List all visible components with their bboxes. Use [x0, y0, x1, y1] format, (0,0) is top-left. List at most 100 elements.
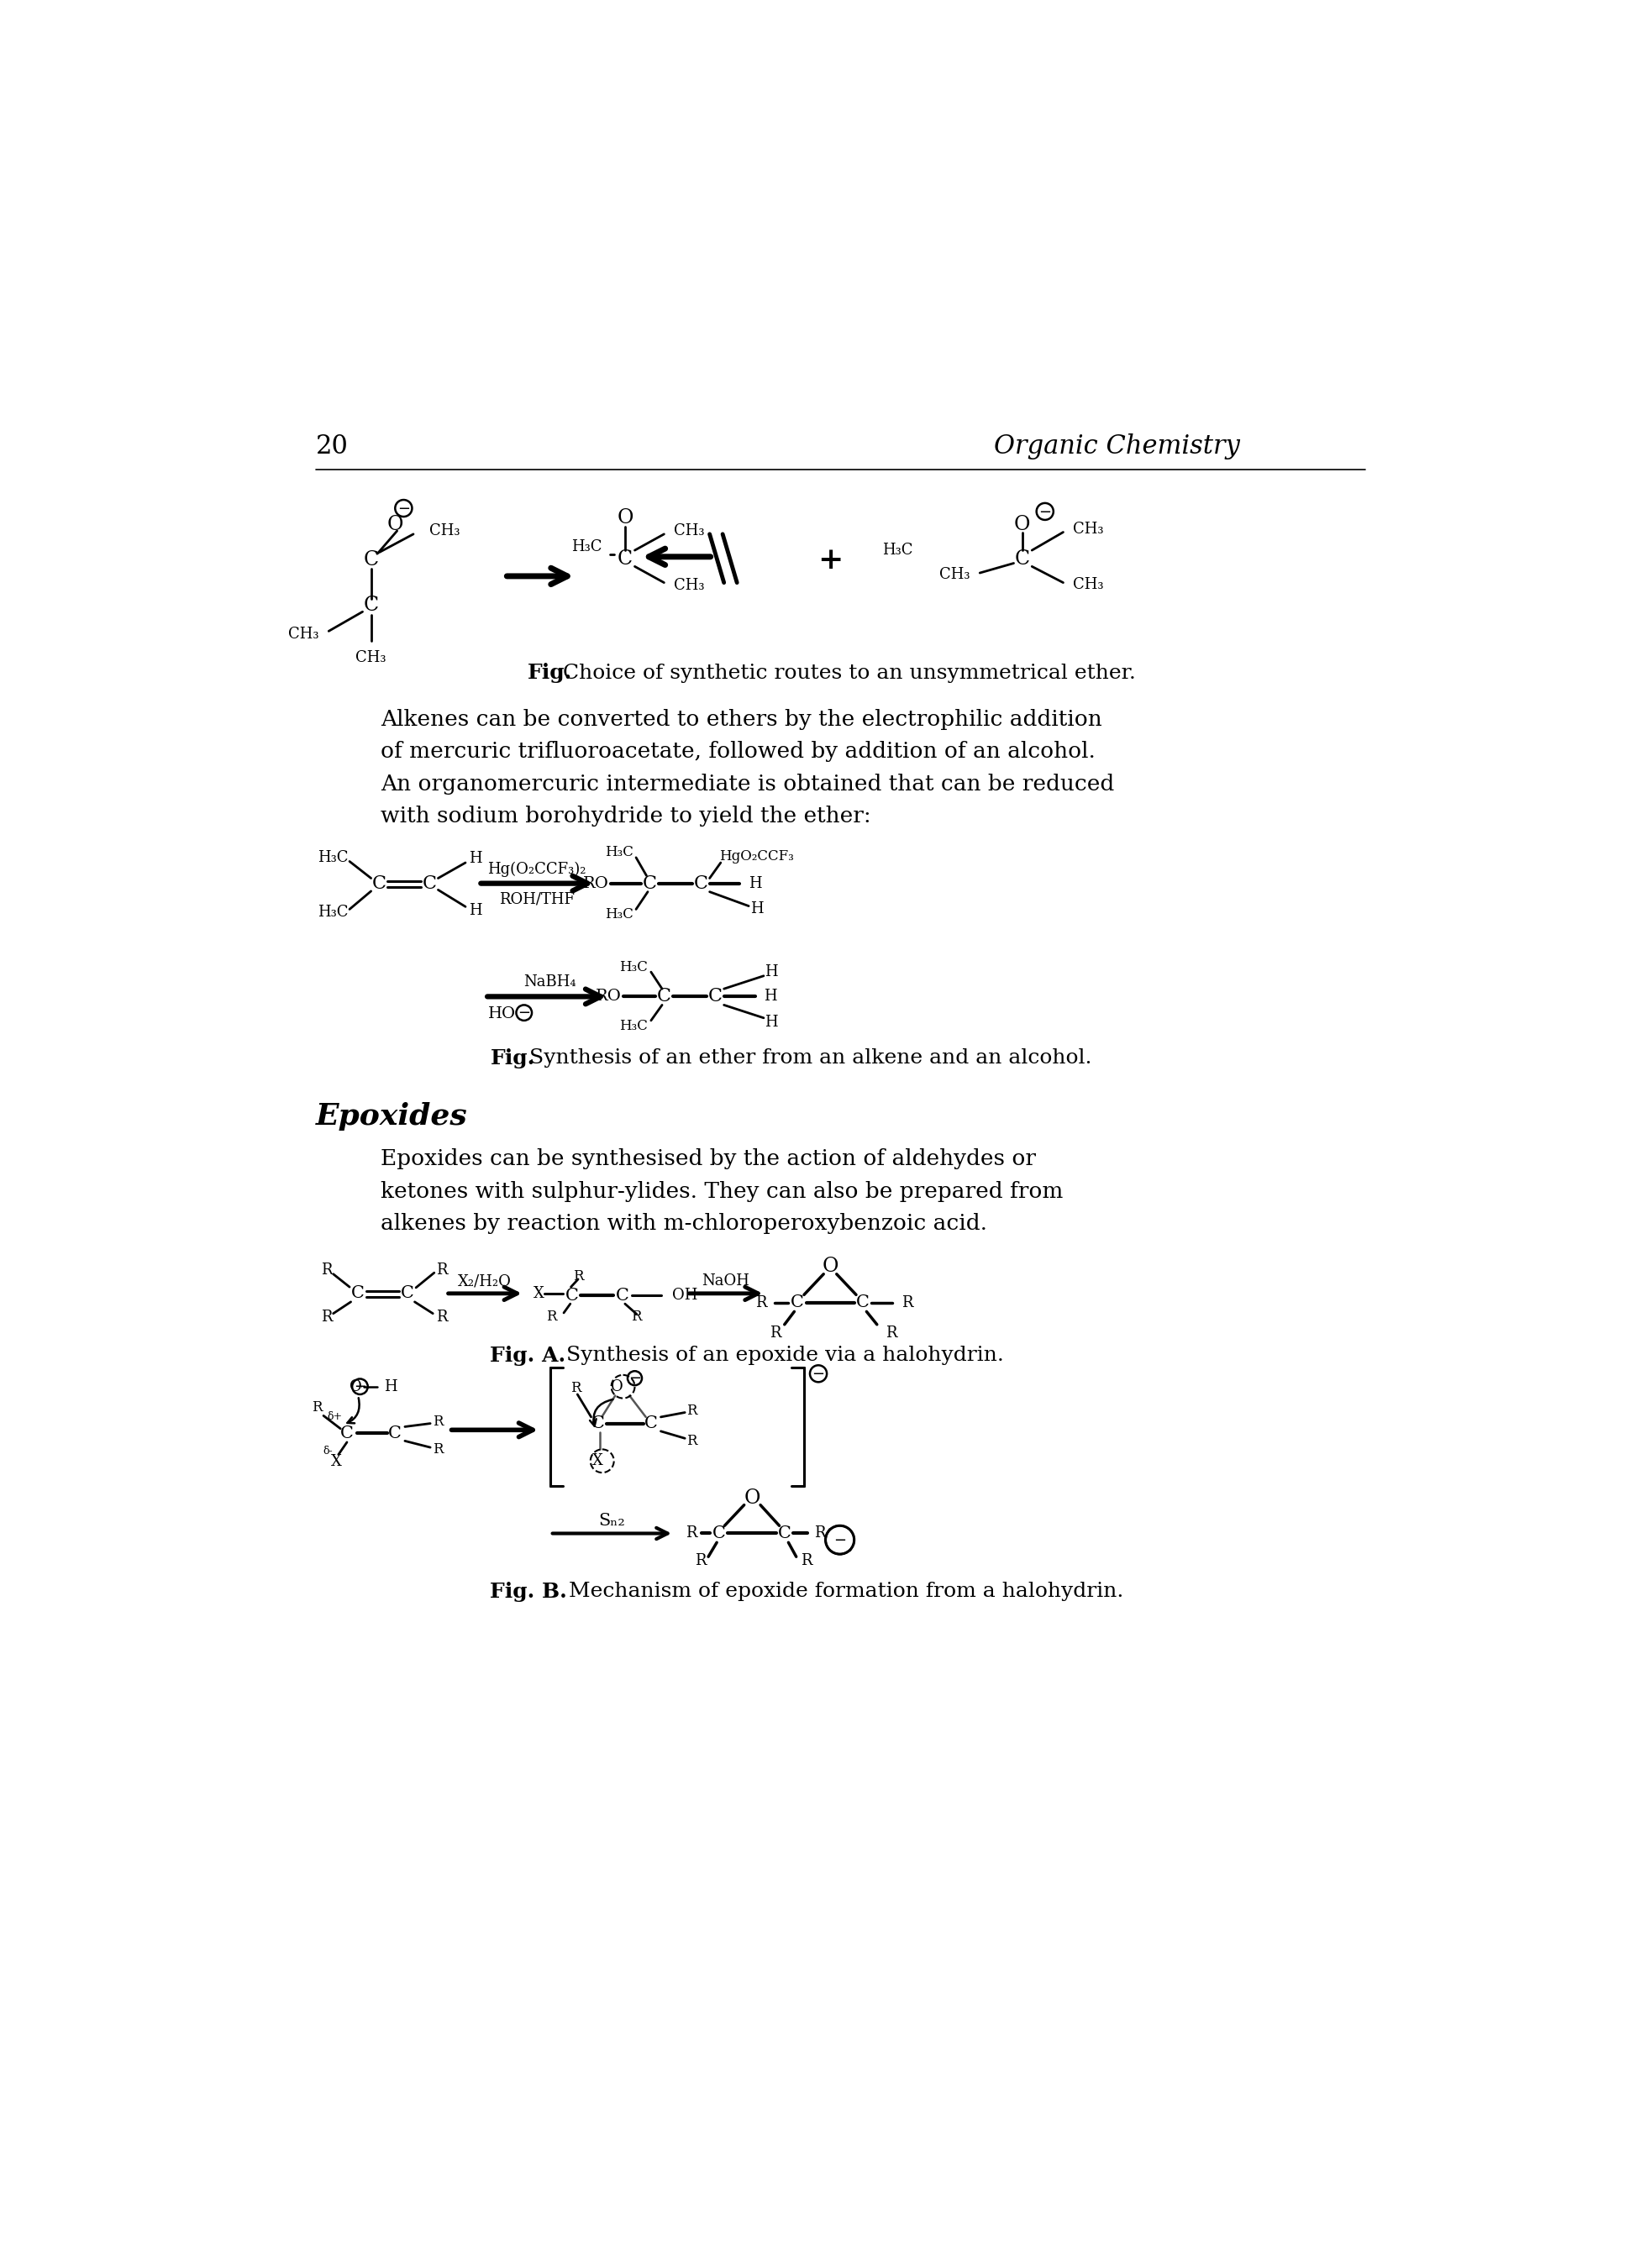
Text: H: H: [469, 903, 482, 919]
Text: R: R: [433, 1442, 443, 1456]
Text: O: O: [387, 515, 403, 533]
Text: RO: RO: [595, 989, 622, 1005]
Text: R: R: [571, 1381, 582, 1395]
Text: Fig. A.: Fig. A.: [490, 1345, 566, 1365]
Text: Epoxides: Epoxides: [315, 1102, 467, 1129]
Text: H₃C: H₃C: [620, 959, 648, 975]
Text: C: C: [364, 551, 379, 569]
Text: R: R: [436, 1309, 448, 1325]
Text: ROH/THF: ROH/THF: [499, 891, 576, 907]
Text: C: C: [372, 873, 385, 894]
Text: Alkenes can be converted to ethers by the electrophilic addition: Alkenes can be converted to ethers by th…: [380, 708, 1102, 730]
Text: Sₙ₂: Sₙ₂: [599, 1513, 625, 1529]
Text: CH₃: CH₃: [289, 626, 318, 642]
Text: Synthesis of an ether from an alkene and an alcohol.: Synthesis of an ether from an alkene and…: [523, 1048, 1092, 1068]
Text: H₃C: H₃C: [882, 542, 913, 558]
Text: C: C: [615, 1288, 630, 1304]
Text: H₃C: H₃C: [605, 846, 633, 860]
Text: ketones with sulphur-ylides. They can also be prepared from: ketones with sulphur-ylides. They can al…: [380, 1182, 1063, 1202]
Text: CH₃: CH₃: [1073, 522, 1104, 538]
Text: R: R: [687, 1433, 697, 1447]
Text: Fig. B.: Fig. B.: [490, 1581, 567, 1601]
Text: H: H: [469, 850, 482, 866]
Text: R: R: [436, 1263, 448, 1277]
Text: Fig.: Fig.: [490, 1048, 535, 1068]
Text: H: H: [384, 1379, 397, 1395]
Text: C: C: [713, 1526, 727, 1542]
Text: C: C: [643, 873, 658, 894]
Text: R: R: [800, 1554, 812, 1567]
Text: C: C: [590, 1415, 604, 1431]
Text: H₃C: H₃C: [318, 905, 348, 921]
Text: C: C: [400, 1286, 415, 1302]
Text: CH₃: CH₃: [1073, 576, 1104, 592]
Text: δ+: δ+: [328, 1411, 343, 1422]
Text: R: R: [321, 1309, 331, 1325]
Text: H: H: [751, 903, 764, 916]
Text: −: −: [628, 1372, 641, 1386]
Text: C: C: [777, 1526, 790, 1542]
Text: δ-: δ-: [323, 1445, 333, 1456]
Text: C: C: [351, 1286, 364, 1302]
Text: R: R: [686, 1526, 697, 1540]
Text: C: C: [423, 873, 436, 894]
Text: O: O: [745, 1488, 759, 1508]
Text: R: R: [572, 1270, 584, 1284]
Text: C: C: [856, 1295, 869, 1311]
Text: R: R: [321, 1263, 331, 1277]
Text: X: X: [533, 1286, 544, 1302]
Text: NaOH: NaOH: [702, 1275, 749, 1288]
Text: C: C: [339, 1424, 354, 1440]
Text: X: X: [833, 1533, 845, 1547]
Text: H: H: [764, 964, 777, 980]
Text: R: R: [886, 1325, 897, 1340]
Text: −: −: [354, 1379, 366, 1395]
Text: R: R: [631, 1309, 641, 1325]
Text: R: R: [902, 1295, 913, 1311]
Text: −: −: [833, 1533, 846, 1549]
Text: CH₃: CH₃: [356, 651, 387, 667]
Text: with sodium borohydride to yield the ether:: with sodium borohydride to yield the eth…: [380, 805, 871, 828]
Text: H: H: [749, 875, 763, 891]
Text: C: C: [694, 873, 708, 894]
Text: R: R: [695, 1554, 707, 1567]
Text: RO: RO: [582, 875, 608, 891]
Text: CH₃: CH₃: [674, 578, 705, 594]
Text: −: −: [812, 1368, 825, 1381]
Text: O: O: [349, 1379, 362, 1395]
Text: C: C: [708, 987, 722, 1005]
Text: CH₃: CH₃: [940, 567, 971, 583]
Text: H₃C: H₃C: [571, 540, 602, 556]
Text: R: R: [687, 1404, 697, 1418]
Text: Synthesis of an epoxide via a halohydrin.: Synthesis of an epoxide via a halohydrin…: [559, 1345, 1004, 1365]
Text: X: X: [592, 1454, 604, 1470]
Text: Epoxides can be synthesised by the action of aldehydes or: Epoxides can be synthesised by the actio…: [380, 1148, 1036, 1170]
Text: H: H: [764, 1014, 777, 1030]
Text: C: C: [1015, 549, 1030, 569]
Text: O: O: [617, 508, 633, 528]
Text: CH₃: CH₃: [430, 524, 461, 538]
Text: R: R: [754, 1295, 766, 1311]
Text: +: +: [817, 547, 843, 574]
Circle shape: [825, 1526, 854, 1554]
Text: Mechanism of epoxide formation from a halohydrin.: Mechanism of epoxide formation from a ha…: [563, 1583, 1123, 1601]
Text: C: C: [389, 1424, 402, 1440]
Text: alkenes by reaction with m-chloroperoxybenzoic acid.: alkenes by reaction with m-chloroperoxyb…: [380, 1213, 987, 1234]
Text: R: R: [546, 1309, 556, 1325]
Text: HgO₂CCF₃: HgO₂CCF₃: [720, 848, 794, 864]
Text: Choice of synthetic routes to an unsymmetrical ether.: Choice of synthetic routes to an unsymme…: [556, 665, 1137, 683]
Text: An organomercuric intermediate is obtained that can be reduced: An organomercuric intermediate is obtain…: [380, 773, 1115, 794]
Text: Organic Chemistry: Organic Chemistry: [994, 433, 1240, 460]
Text: O: O: [612, 1379, 623, 1395]
Text: C: C: [658, 987, 671, 1005]
Text: C: C: [617, 549, 633, 569]
Text: OH: OH: [672, 1288, 697, 1302]
Text: CH₃: CH₃: [674, 524, 705, 538]
Text: H: H: [764, 989, 777, 1005]
Text: C: C: [364, 596, 379, 615]
Text: C: C: [564, 1288, 579, 1304]
Text: HO: HO: [489, 1007, 517, 1021]
Text: H₃C: H₃C: [318, 850, 348, 864]
Text: O: O: [822, 1256, 838, 1277]
Text: R: R: [813, 1526, 825, 1540]
